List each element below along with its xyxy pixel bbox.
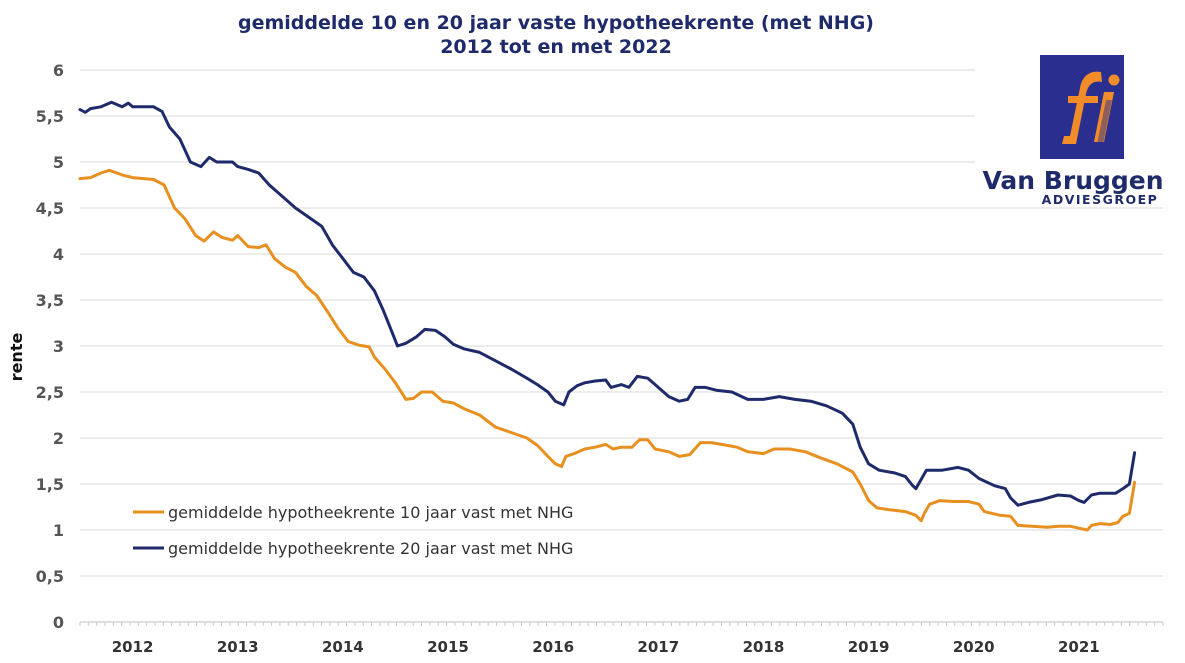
- x-tick-label: 2020: [953, 638, 995, 656]
- x-tick-label: 2012: [112, 638, 154, 656]
- chart-title: gemiddelde 10 en 20 jaar vaste hypotheek…: [238, 12, 874, 34]
- x-axis-tick-labels: 2012 2013 2014 2015 2016 2017 2018 2019 2020 2021: [112, 638, 1100, 656]
- legend-label-20-jaar: gemiddelde hypotheekrente 20 jaar vast m…: [168, 539, 573, 558]
- y-tick-label: 4: [53, 245, 64, 264]
- x-tick-label: 2014: [322, 638, 364, 656]
- y-axis-tick-labels: 0 0,5 1 1,5 2 2,5 3 3,5 4 4,5 5 5,5 6: [36, 61, 64, 632]
- y-tick-label: 3: [53, 337, 64, 356]
- y-tick-label: 3,5: [36, 291, 64, 310]
- y-tick-label: 1,5: [36, 475, 64, 494]
- series-line-20-jaar: [78, 100, 1137, 507]
- brand-logo: Van Bruggen ADVIESGROEP: [982, 55, 1164, 207]
- x-tick-label: 2013: [217, 638, 259, 656]
- y-tick-label: 0: [53, 613, 64, 632]
- legend: gemiddelde hypotheekrente 10 jaar vast m…: [133, 503, 573, 558]
- x-tick-label: 2021: [1058, 638, 1100, 656]
- logo-brand-subtitle: ADVIESGROEP: [1042, 192, 1159, 207]
- y-tick-label: 6: [53, 61, 64, 80]
- y-axis-title: rente: [7, 333, 26, 382]
- y-tick-label: 5,5: [36, 107, 64, 126]
- series-line-10-jaar: [78, 168, 1137, 532]
- y-tick-label: 2,5: [36, 383, 64, 402]
- x-tick-label: 2019: [848, 638, 890, 656]
- x-tick-label: 2017: [637, 638, 679, 656]
- logo-brand-name: Van Bruggen: [982, 166, 1163, 195]
- x-tick-label: 2018: [743, 638, 785, 656]
- y-tick-label: 1: [53, 521, 64, 540]
- x-tick-label: 2016: [532, 638, 574, 656]
- x-tick-label: 2015: [427, 638, 469, 656]
- y-tick-label: 5: [53, 153, 64, 172]
- y-tick-label: 2: [53, 429, 64, 448]
- legend-label-10-jaar: gemiddelde hypotheekrente 10 jaar vast m…: [168, 503, 573, 522]
- chart-subtitle: 2012 tot en met 2022: [440, 36, 672, 58]
- y-tick-label: 4,5: [36, 199, 64, 218]
- series-lines: [78, 100, 1137, 532]
- logo-fi-icon: [1062, 71, 1120, 144]
- y-tick-label: 0,5: [36, 567, 64, 586]
